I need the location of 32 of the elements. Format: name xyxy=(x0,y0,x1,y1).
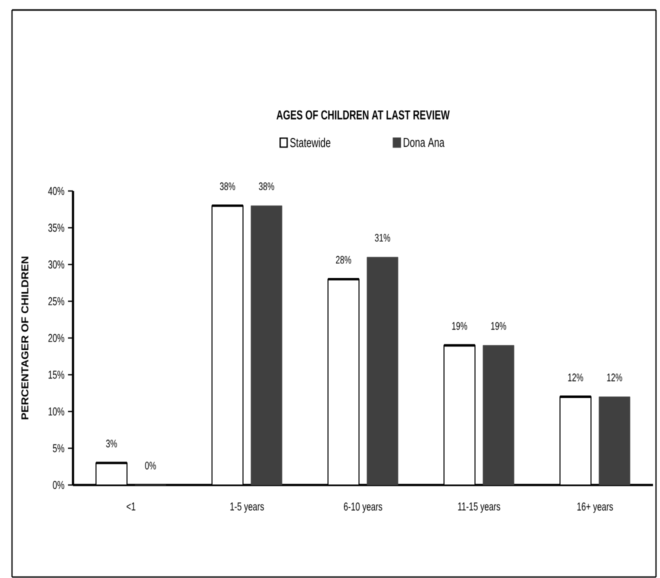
y-tick-label: 20% xyxy=(48,334,64,342)
data-label: 28% xyxy=(336,256,352,264)
bar xyxy=(598,396,630,486)
y-tick-label: 5% xyxy=(52,444,64,452)
x-tick-label: 1-5 years xyxy=(230,502,264,513)
data-label: 38% xyxy=(258,182,274,190)
x-tick-label: 6-10 years xyxy=(344,502,382,513)
data-label: 19% xyxy=(491,322,506,330)
y-tick-label: 25% xyxy=(48,297,64,306)
y-tick-label: 35% xyxy=(48,224,64,232)
chart-title: AGES OF CHILDREN AT LAST REVIEW xyxy=(276,110,450,120)
y-tick-label: 30% xyxy=(48,260,64,269)
data-label: 0% xyxy=(145,462,156,470)
data-label: 3% xyxy=(106,440,117,448)
bar xyxy=(482,345,514,486)
x-tick-label: <1 xyxy=(126,502,136,510)
x-tick-label: 16+ years xyxy=(577,502,613,513)
y-tick-label: 0% xyxy=(52,480,64,490)
legend-label: Dona Ana xyxy=(404,138,444,147)
y-tick-label: 10% xyxy=(48,407,64,416)
data-label: 12% xyxy=(568,374,584,382)
x-tick-label: 11-15 years xyxy=(458,502,500,513)
data-label: 31% xyxy=(374,234,390,242)
legend-label: Statewide xyxy=(290,138,330,148)
bar xyxy=(366,256,398,486)
y-tick-label: 15% xyxy=(48,370,64,379)
y-axis-title: PERCENTAGER OF CHILDREN xyxy=(21,256,28,420)
data-label: 19% xyxy=(452,322,468,330)
data-label: 12% xyxy=(607,374,622,382)
y-tick-label: 40% xyxy=(48,186,64,196)
bar xyxy=(250,205,282,486)
data-label: 38% xyxy=(220,182,236,190)
